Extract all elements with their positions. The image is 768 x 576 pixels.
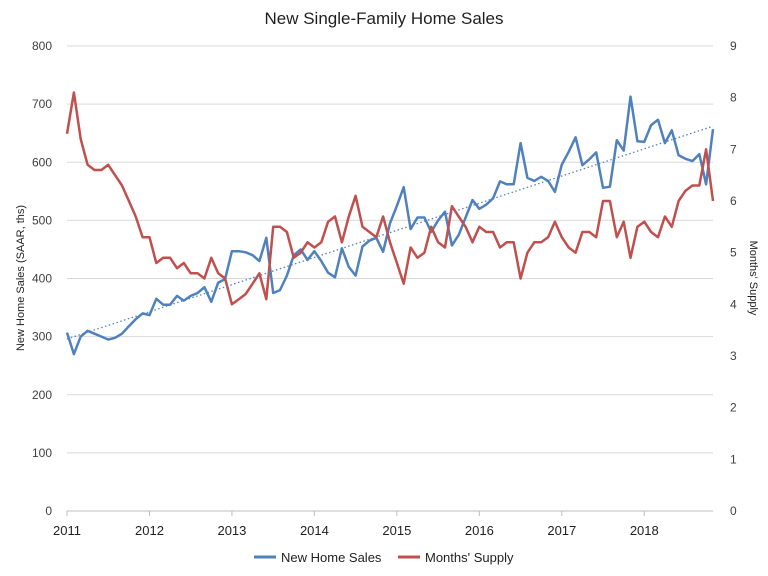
series-layer xyxy=(65,91,715,356)
x-tick-label: 2014 xyxy=(300,523,329,538)
y-left-tick-label: 700 xyxy=(32,97,52,111)
y-right-tick-label: 7 xyxy=(730,142,737,156)
y-left-tick-label: 400 xyxy=(32,272,52,286)
y-axis-left-ticks: 0 100 200 300 400 500 600 700 800 xyxy=(32,39,52,518)
y-right-tick-label: 8 xyxy=(730,91,737,105)
chart-title: New Single-Family Home Sales xyxy=(264,9,503,28)
y-right-tick-label: 1 xyxy=(730,452,737,466)
y-right-tick-label: 0 xyxy=(730,504,737,518)
y-axis-left-label: New Home Sales (SAAR, ths) xyxy=(15,205,27,351)
y-left-tick-label: 300 xyxy=(32,330,52,344)
y-right-tick-label: 5 xyxy=(730,246,737,260)
x-tick-label: 2012 xyxy=(135,523,164,538)
x-tick-label: 2011 xyxy=(53,523,81,538)
y-right-tick-label: 9 xyxy=(730,39,737,53)
x-tick-label: 2015 xyxy=(382,523,411,538)
trendline xyxy=(66,125,714,340)
y-left-tick-label: 0 xyxy=(45,504,52,518)
gridlines xyxy=(67,45,713,454)
y-left-tick-label: 600 xyxy=(32,155,52,169)
series-line-months-supply xyxy=(65,91,715,306)
y-left-tick-label: 100 xyxy=(32,446,52,460)
legend-label-new-home-sales: New Home Sales xyxy=(281,550,382,565)
y-right-tick-label: 6 xyxy=(730,194,737,208)
legend-label-months-supply: Months' Supply xyxy=(425,550,514,565)
y-axis-right-label: Months' Supply xyxy=(747,241,759,316)
x-tick-label: 2013 xyxy=(217,523,246,538)
y-right-tick-label: 2 xyxy=(730,401,737,415)
x-tick-label: 2018 xyxy=(630,523,659,538)
x-axis-ticks: 2011 2012 2013 2014 2015 2016 2017 2018 xyxy=(53,511,659,538)
x-tick-label: 2016 xyxy=(465,523,494,538)
y-right-tick-label: 3 xyxy=(730,349,737,363)
y-right-tick-label: 4 xyxy=(730,297,737,311)
y-left-tick-label: 800 xyxy=(32,39,52,53)
y-axis-right-ticks: 0 1 2 3 4 5 6 7 8 9 xyxy=(730,39,737,518)
x-tick-label: 2017 xyxy=(547,523,576,538)
series-line-new-home-sales xyxy=(65,95,715,356)
legend: New Home Sales Months' Supply xyxy=(254,550,514,565)
y-left-tick-label: 200 xyxy=(32,388,52,402)
y-left-tick-label: 500 xyxy=(32,213,52,227)
